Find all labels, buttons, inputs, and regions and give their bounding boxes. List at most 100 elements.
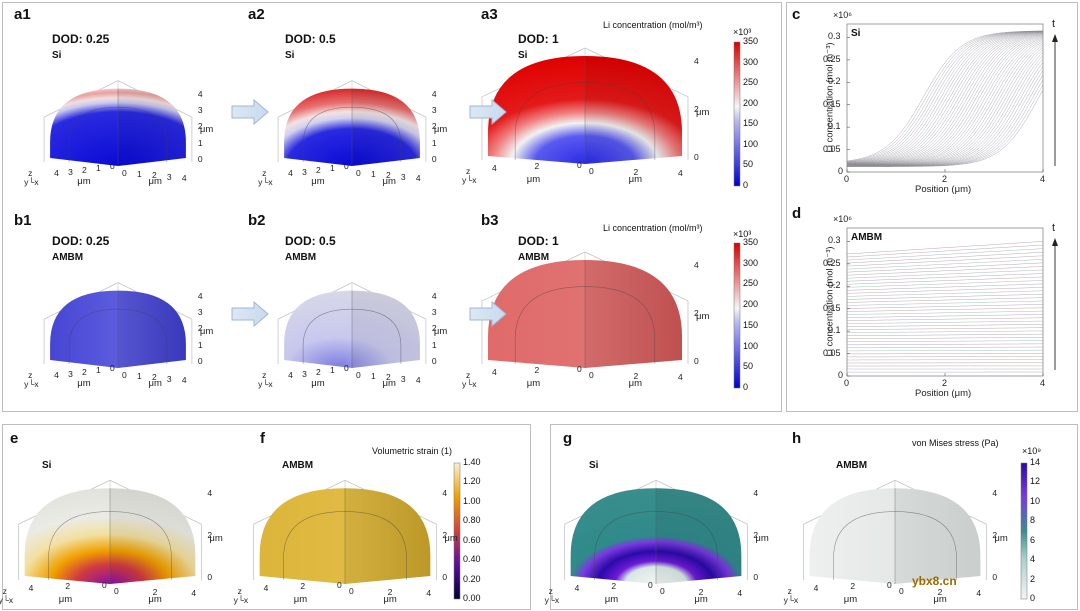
sphere-h-z-unit: μm [994,533,1008,545]
chart-d-series-30 [846,273,1044,282]
mat-a1: Si [52,50,62,61]
chart-c-xtick-1: 2 [942,174,948,184]
sphere-a3-x-unit: μm [628,174,643,185]
chart-d-series-25 [846,290,1044,297]
chart-d-series-21 [846,304,1044,309]
sphere-g-z-unit: μm [755,533,769,545]
strain-cb-title: Volumetric strain (1) [372,446,453,456]
strain-cb-tick-4: 0.60 [463,534,481,545]
chart-c-legend: Si [851,28,861,39]
sphere-b2 [277,282,427,368]
sphere-a2-triad-yx: y└x [258,177,273,187]
dod-b3: DOD: 1 [518,234,559,248]
sphere-b3-xtick-1: 2 [633,371,639,382]
sphere-e-y-unit: μm [58,594,73,605]
mat-b1: AMBM [52,252,84,263]
chart-d-series-7 [847,349,1043,352]
mat-h: AMBM [836,460,868,471]
sphere-b1-xtick-1: 1 [136,371,142,382]
sphere-b1-ytick-0: 4 [54,370,59,381]
sphere-h-ytick-1: 2 [850,581,856,592]
chart-c-series-32 [846,31,1044,164]
chart-d-series-31 [846,269,1044,279]
li-cb-b3-tick-5: 100 [743,340,759,351]
li-colorbar-a3 [733,41,741,187]
sphere-a3-ztick-2: 0 [694,152,699,162]
arrow-b2-b3 [469,300,507,328]
sphere-h-triad-yx: y└x [783,595,799,605]
li-cb-title-b3: Li concentration (mol/m³) [603,223,703,233]
sphere-a2-x-unit: μm [382,176,396,187]
label-b2: b2 [248,212,266,229]
chart-d-series-19 [846,310,1044,315]
strain-cb-tick-7: 0.00 [463,593,481,603]
sphere-b3-ztick-0: 4 [694,260,699,270]
sphere-h-xtick-1: 2 [937,587,943,598]
arrow-a1-a2 [231,98,269,126]
stress-cb-tick-0: 14 [1030,457,1041,467]
sphere-g-x-unit: μm [694,594,708,605]
sphere-f-y-unit: μm [293,594,308,605]
sphere-g-ztick-0: 4 [753,488,759,499]
sphere-e-ztick-0: 4 [207,488,213,499]
chart-d-legend: AMBM [851,232,883,243]
sphere-a1-z-unit: μm [199,124,214,136]
chart-d-time-arrowhead [1052,238,1058,246]
chart-d-xlabel: Position (μm) [915,388,972,399]
sphere-e-ztick-1: 2 [207,530,213,541]
sphere-b1 [43,282,193,368]
chart-d-series-12 [847,333,1043,336]
chart-d-series-6 [847,353,1043,355]
stress-cb-mult: ×10⁹ [1022,446,1042,456]
sphere-a1-ytick-0: 4 [54,168,59,179]
sphere-a3-z-unit: μm [696,107,710,118]
sphere-a2-ytick-0: 4 [288,168,293,179]
chart-d-series-37 [846,248,1044,261]
sphere-b2-ztick-1: 3 [431,306,437,317]
chart-c-series-28 [846,31,1044,164]
sphere-b2-ytick-1: 3 [302,368,307,379]
sphere-b1-triad-z: z [28,370,33,380]
chart-c [846,23,1058,173]
li-cb-a3-tick-6: 50 [743,159,754,170]
chart-c-series-24 [847,32,1044,165]
sphere-b3-ytick-2: 0 [577,363,582,374]
chart-c-series-39 [846,30,1043,162]
sphere-f-xtick-1: 2 [387,587,393,598]
sphere-f-triad-z: z [237,586,242,596]
sphere-b1-z-unit: μm [199,326,214,338]
sphere-h-ytick-2: 0 [887,579,892,590]
chart-c-ytick-5: 0.25 [823,53,841,64]
stress-cb-tick-2: 10 [1030,495,1041,506]
chart-c-series-26 [846,32,1044,165]
flow-arrows [231,98,507,328]
chart-d-ytick-6: 0.3 [828,235,841,246]
sphere-e [18,479,202,584]
chart-d-ytick-4: 0.2 [828,280,841,291]
label-h: h [792,430,802,447]
sphere-b1-ytick-3: 1 [96,365,101,375]
stress-cb-tick-6: 2 [1030,573,1036,584]
label-b1: b1 [14,212,32,229]
chart-c-xtick-0: 0 [844,174,850,184]
chart-d-series-13 [847,330,1044,333]
strain-cb-tick-2: 1.00 [463,495,481,506]
sphere-a3-triad-z: z [466,166,471,176]
sphere-e-triad-z: z [2,586,7,596]
sphere-a1-xtick-4: 4 [181,172,187,183]
sphere-b1-ytick-2: 2 [82,366,87,377]
chart-d-ytick-1: 0.05 [823,347,841,358]
chart-d-ylabel: Li concentration (mol m⁻³) [824,246,836,357]
label-b3: b3 [481,212,499,229]
sphere-b2-xtick-1: 1 [370,371,376,382]
sphere-b2-triad-yx: y└x [258,379,273,389]
li-cb-a3-tick-3: 200 [743,97,759,108]
chart-d-xtick-1: 2 [942,378,948,388]
sphere-a2-ztick-2: 2 [431,121,437,132]
sphere-a1-ytick-1: 3 [68,166,73,177]
sphere-f-xtick-0: 0 [349,586,354,596]
dod-a1: DOD: 0.25 [52,32,110,46]
sphere-b2-ztick-0: 4 [431,290,437,301]
strain-cb-tick-1: 1.20 [463,476,481,487]
sphere-a3-ytick-0: 4 [492,163,497,174]
